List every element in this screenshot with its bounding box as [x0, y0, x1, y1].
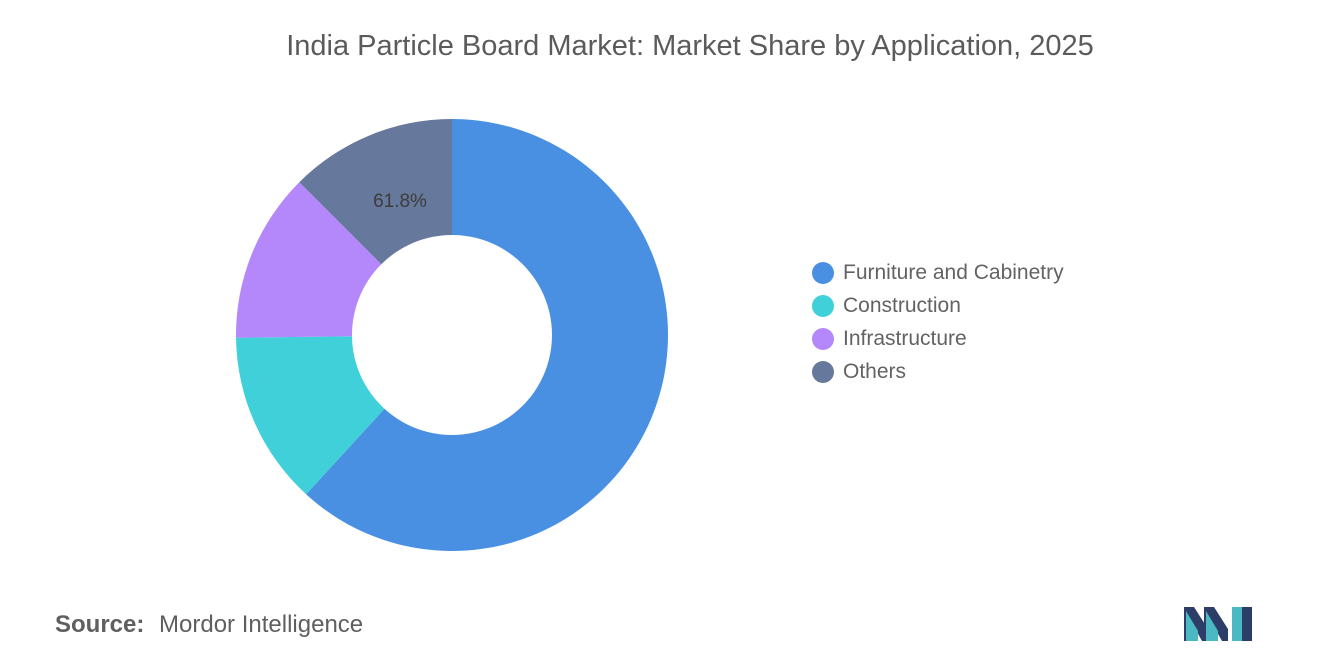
data-label-furniture-and-cabinetry: 61.8%: [373, 191, 427, 212]
legend-item-furniture-and-cabinetry[interactable]: Furniture and Cabinetry: [812, 256, 1064, 289]
legend-label: Infrastructure: [843, 326, 967, 350]
source-label: Source:: [55, 611, 145, 638]
legend-item-infrastructure[interactable]: Infrastructure: [812, 322, 1064, 355]
legend-swatch-furniture-and-cabinetry: [812, 261, 834, 284]
mordor-intelligence-logo-icon: [1184, 607, 1252, 641]
donut-slice-furniture-and-cabinetry[interactable]: [306, 119, 668, 551]
legend-swatch-construction: [812, 294, 834, 317]
legend-item-construction[interactable]: Construction: [812, 289, 1064, 322]
legend: Furniture and Cabinetry Construction Inf…: [812, 256, 1064, 388]
source-text: Mordor Intelligence: [159, 611, 364, 638]
legend-item-others[interactable]: Others: [812, 355, 1064, 388]
legend-swatch-others: [812, 360, 834, 383]
source-note: Source: Mordor Intelligence: [55, 611, 363, 639]
legend-label: Construction: [843, 293, 961, 317]
donut-slice-others[interactable]: [299, 119, 452, 265]
donut-slice-construction[interactable]: [236, 336, 385, 495]
chart-title: India Particle Board Market: Market Shar…: [286, 30, 1094, 62]
legend-label: Others: [843, 359, 907, 383]
legend-label: Furniture and Cabinetry: [843, 260, 1064, 284]
legend-swatch-infrastructure: [812, 327, 834, 350]
donut-slice-infrastructure[interactable]: [236, 182, 382, 338]
